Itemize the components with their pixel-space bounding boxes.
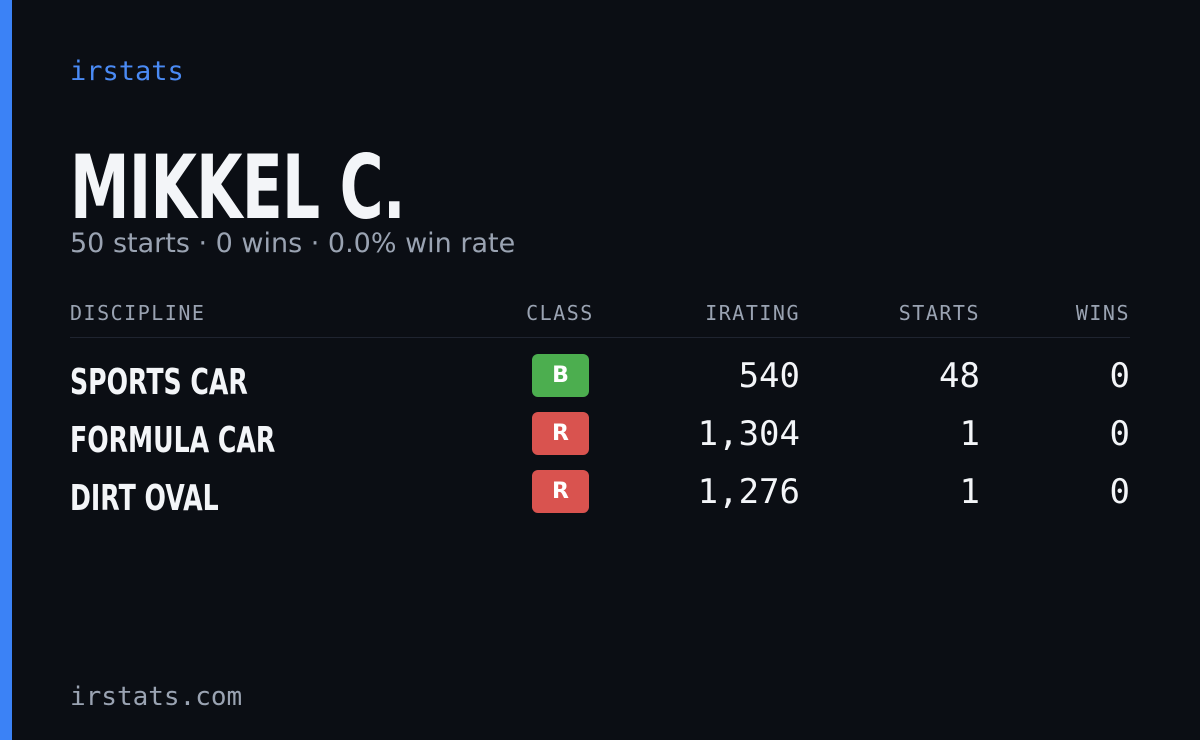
- irating: 1,276: [697, 472, 800, 512]
- starts: 1: [959, 414, 980, 454]
- column-header: CLASS: [526, 301, 594, 325]
- class-badge: R: [532, 470, 589, 513]
- brand: irstats: [70, 56, 184, 87]
- wins: 0: [1109, 414, 1130, 454]
- starts: 1: [959, 472, 980, 512]
- irating: 540: [738, 356, 800, 396]
- column-header: IRATING: [705, 301, 800, 325]
- footer: irstats.com: [70, 682, 243, 712]
- discipline: FORMULA CAR: [70, 420, 276, 461]
- driver-name: MIKKEL C.: [70, 136, 406, 239]
- column-header: DISCIPLINE: [70, 301, 206, 325]
- accent-bar: [0, 0, 12, 740]
- wins: 0: [1109, 472, 1130, 512]
- column-header: STARTS: [898, 301, 980, 325]
- header-rule: [70, 337, 1130, 338]
- wins: 0: [1109, 356, 1130, 396]
- column-header: WINS: [1075, 301, 1130, 325]
- class-badge: R: [532, 412, 589, 455]
- summary: 50 starts · 0 wins · 0.0% win rate: [70, 228, 516, 259]
- irating: 1,304: [697, 414, 800, 454]
- class-badge: B: [532, 354, 589, 397]
- starts: 48: [939, 356, 980, 396]
- discipline: SPORTS CAR: [70, 362, 248, 403]
- discipline: DIRT OVAL: [70, 478, 219, 519]
